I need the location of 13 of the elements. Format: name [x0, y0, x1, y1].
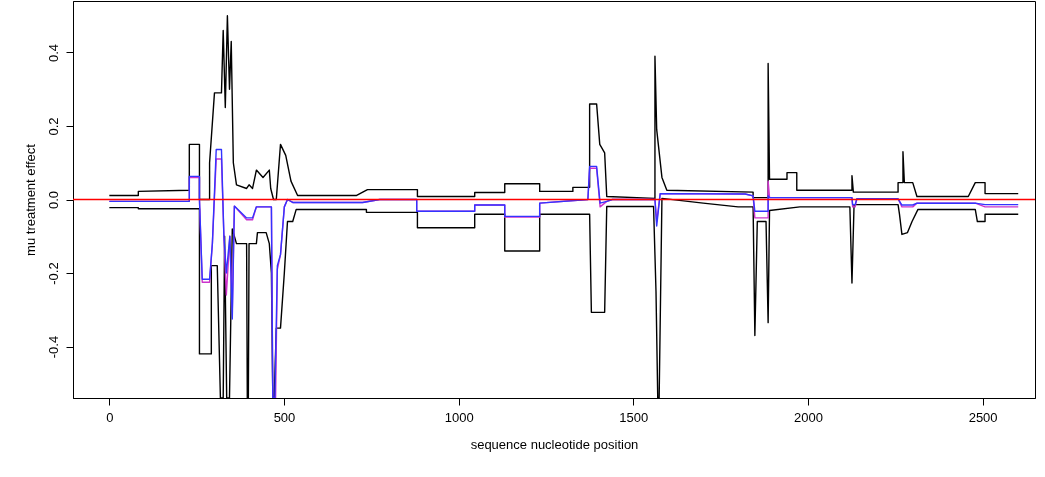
y-tick-label: 0.4 [45, 43, 61, 62]
x-tick-label: 2000 [793, 409, 823, 425]
x-tick-label: 0 [106, 409, 114, 425]
y-tick-label: -0.4 [45, 335, 61, 359]
x-tick-label: 500 [273, 409, 296, 425]
x-tick-label: 2500 [968, 409, 998, 425]
x-tick-label: 1500 [619, 409, 649, 425]
y-tick-label: 0.0 [45, 190, 61, 210]
y-axis-title: mu treatment effect [22, 143, 38, 256]
y-tick-label: -0.2 [45, 262, 61, 285]
x-axis-title: sequence nucleotide position [470, 436, 639, 452]
x-tick-label: 1000 [444, 409, 474, 425]
y-tick-label: 0.2 [45, 117, 61, 136]
